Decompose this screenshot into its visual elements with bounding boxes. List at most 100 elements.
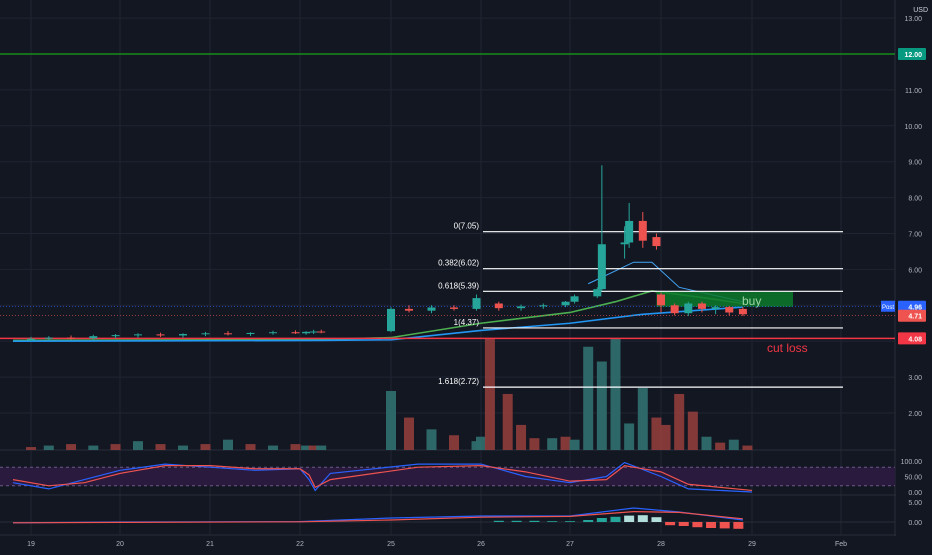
candle-body <box>317 331 326 333</box>
price-badge <box>898 309 926 322</box>
candle-body <box>156 334 165 336</box>
candle-body <box>539 305 548 307</box>
time-axis-tick: 22 <box>296 541 304 548</box>
volume-bar <box>43 445 54 450</box>
volume-bar <box>155 444 166 450</box>
candle-body <box>291 332 300 334</box>
volume-bar <box>516 424 527 450</box>
time-axis-panel <box>0 536 932 550</box>
fib-level-label: 0.382(6.02) <box>438 259 479 268</box>
candle-body <box>494 303 503 309</box>
stochastic-d-line <box>12 465 753 492</box>
volume-bar <box>308 445 319 450</box>
price-badge <box>898 332 926 345</box>
candle-body <box>638 220 647 241</box>
candle-body <box>111 335 120 337</box>
currency-label: USD <box>913 7 928 14</box>
macd-histogram-bar <box>583 520 594 522</box>
volume-bar <box>674 393 685 450</box>
candle-body <box>561 301 570 306</box>
volume-bar <box>484 337 495 450</box>
candle-body <box>593 289 602 297</box>
price-axis-tick: 10.00 <box>904 124 922 131</box>
price-badge <box>898 48 926 60</box>
candle-body <box>472 298 481 309</box>
price-axis-tick: 9.00 <box>908 160 922 167</box>
volume-bar <box>301 445 312 450</box>
fib-level-label: 0(7.05) <box>454 222 480 231</box>
macd-histogram-bar <box>596 518 607 522</box>
price-axis-tick: 3.00 <box>908 375 922 382</box>
volume-bar <box>26 447 36 450</box>
price-badge-label: Post <box>882 305 894 311</box>
volume-bar <box>610 337 621 450</box>
volume-bar <box>701 436 712 450</box>
macd-histogram-bar <box>651 517 662 522</box>
volume-bar <box>200 444 211 450</box>
stochastic-k-line <box>12 461 753 493</box>
fib-level-label: 0.618(5.39) <box>438 281 479 290</box>
candle-body <box>450 307 458 309</box>
macd-histogram-bar <box>637 515 648 522</box>
candle-body <box>44 337 53 339</box>
volume-bar <box>476 436 486 450</box>
candle-body <box>625 220 634 243</box>
macd-histogram-bar <box>706 522 717 528</box>
macd-axis-tick: 5.00 <box>908 500 922 507</box>
stochastic-axis-tick: 100.00 <box>901 459 923 466</box>
candle-body <box>67 337 76 339</box>
candle-body <box>597 244 606 290</box>
buy-zone[interactable] <box>656 291 793 307</box>
volume-bar <box>66 444 77 450</box>
macd-histogram-bar <box>678 522 689 526</box>
candle-body <box>570 296 579 302</box>
stochastic-axis-tick: 0.00 <box>908 490 922 497</box>
candle-body <box>711 307 720 309</box>
volume-bar <box>316 445 327 450</box>
macd-histogram-bar <box>692 522 703 528</box>
volume-bar <box>547 438 558 450</box>
price-axis-tick: 11.00 <box>905 88 922 95</box>
candle-body <box>269 332 277 334</box>
candle-body <box>657 294 665 306</box>
volume-bar <box>386 391 396 450</box>
macd-axis-tick: 0.00 <box>908 520 922 527</box>
candle-body <box>134 334 142 336</box>
candle-body <box>27 338 35 340</box>
time-axis-tick: 29 <box>748 541 756 548</box>
fib-level-label: 1.618(2.72) <box>438 377 479 386</box>
stochastic-axis-tick: 50.00 <box>904 475 922 482</box>
price-badge-value: 12.00 <box>904 52 922 59</box>
volume-bar <box>178 445 188 450</box>
cut-loss-label: cut loss <box>767 341 808 355</box>
price-axis-tick: 7.00 <box>908 232 922 239</box>
time-axis-tick: 21 <box>206 541 214 548</box>
volume-bar <box>569 439 580 450</box>
volume-bar <box>88 445 99 450</box>
candle-body <box>309 331 318 333</box>
volume-bar <box>728 439 739 450</box>
volume-bar <box>133 441 143 450</box>
candle-body <box>387 308 395 332</box>
macd-histogram-bar <box>719 522 730 529</box>
volume-bar <box>426 429 437 450</box>
volume-bar <box>502 393 513 450</box>
time-axis-tick: 20 <box>116 541 124 548</box>
volume-bar <box>245 444 256 450</box>
candle-body <box>405 308 413 311</box>
volume-bar <box>687 411 698 450</box>
macd-signal-line <box>12 510 743 524</box>
time-axis-tick: 28 <box>657 541 665 548</box>
price-badge-value: 4.96 <box>908 305 922 312</box>
candle-body <box>224 333 232 335</box>
macd-histogram-bar <box>610 516 621 522</box>
price-axis-tick: 13.00 <box>904 16 922 23</box>
volume-bar <box>651 417 662 450</box>
candle-body <box>670 305 679 314</box>
price-axis-tick: 2.00 <box>908 411 922 418</box>
price-badge-label-bg <box>881 300 895 312</box>
volume-bar <box>624 423 635 450</box>
stochastic-band <box>0 467 895 486</box>
